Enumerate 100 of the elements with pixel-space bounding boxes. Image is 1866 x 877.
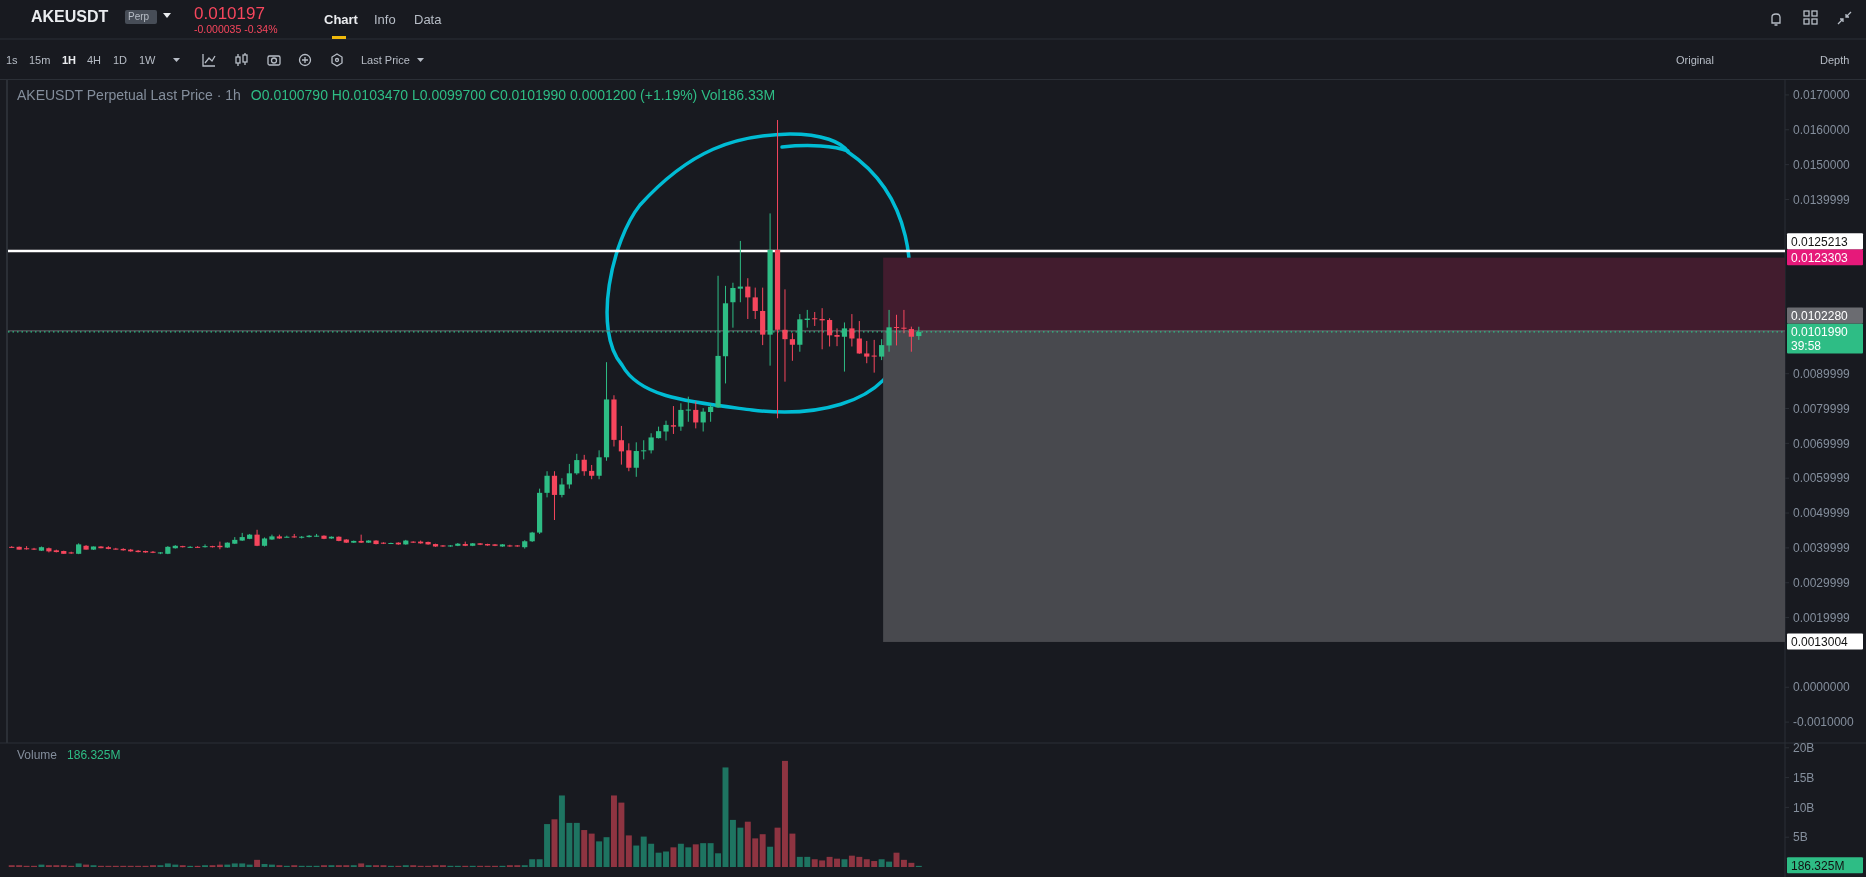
candlestick — [23, 545, 30, 551]
candlestick — [849, 313, 855, 347]
candlestick — [730, 282, 736, 329]
candlestick — [150, 550, 156, 554]
candlestick — [864, 340, 870, 364]
bar — [603, 837, 610, 867]
bar — [692, 844, 699, 867]
candlestick — [678, 402, 684, 432]
y-tick-label: 0.0160000 — [1793, 122, 1851, 137]
y-tick-label: 0.0170000 — [1793, 88, 1851, 103]
candlestick — [663, 420, 669, 442]
candlestick — [670, 405, 677, 435]
candlestick — [789, 332, 796, 362]
text: Data — [414, 12, 443, 27]
text: 186.325M — [67, 748, 121, 763]
candlestick — [596, 449, 602, 480]
text: 186.325M — [1791, 858, 1845, 873]
y-tick-label: 0.0019999 — [1793, 610, 1851, 625]
candlestick — [202, 543, 208, 549]
candlestick — [559, 477, 565, 498]
bar — [588, 833, 595, 867]
candlestick — [566, 463, 572, 490]
y-tick-label: 20B — [1793, 740, 1815, 755]
bar — [767, 846, 774, 867]
text: Info — [374, 12, 396, 27]
candlestick — [812, 311, 818, 327]
candlestick — [648, 432, 654, 454]
candlestick — [826, 317, 833, 347]
y-tick-label: 0.0000000 — [1793, 680, 1851, 695]
y-tick-label: 0.0150000 — [1793, 157, 1851, 172]
text: Chart — [324, 12, 359, 27]
bar — [358, 863, 365, 867]
candlestick — [856, 320, 862, 355]
bar — [254, 859, 261, 867]
y-tick-label: 0.0059999 — [1793, 471, 1851, 486]
candlestick — [544, 470, 550, 498]
candlestick — [782, 288, 788, 383]
candlestick — [737, 240, 743, 303]
candlestick — [551, 470, 558, 521]
bar — [633, 845, 640, 867]
ref-line-label: 0.0102280 — [1791, 308, 1849, 323]
text: 0.010197 — [194, 4, 265, 23]
bar — [581, 830, 588, 867]
y-tick-label: -0.0010000 — [1793, 715, 1855, 730]
candlestick — [879, 338, 885, 361]
candlestick — [760, 287, 766, 346]
candlestick — [834, 327, 840, 347]
band-label: 0.0013004 — [1791, 634, 1849, 649]
bar — [596, 841, 603, 867]
candlestick — [893, 314, 900, 346]
ref-line-label: 0.0101990 39:58 — [1791, 324, 1849, 353]
ref-line-label: 0.0125213 — [1791, 234, 1849, 249]
y-tick-label: 0.0049999 — [1793, 506, 1851, 521]
candlestick — [507, 544, 513, 548]
candlestick — [633, 441, 639, 478]
candlestick — [886, 309, 892, 353]
y-tick-label: 0.0029999 — [1793, 575, 1851, 590]
text: Perp — [128, 11, 150, 22]
text: Original — [1676, 54, 1714, 66]
y-tick-label: 0.0079999 — [1793, 401, 1851, 416]
text: 15m — [29, 54, 51, 66]
bar — [841, 859, 848, 867]
text: Last Price — [361, 54, 410, 66]
candlestick — [626, 442, 632, 472]
candlestick — [581, 454, 587, 477]
candlestick — [685, 396, 691, 423]
bar — [625, 835, 632, 867]
candlestick — [752, 287, 758, 320]
y-tick-label: 5B — [1793, 830, 1808, 845]
text: Depth — [1820, 54, 1850, 66]
band-label: 0.0123303 — [1791, 250, 1849, 265]
text: AKEUSDT — [31, 8, 109, 25]
candlestick — [641, 439, 647, 460]
chart-subtitle: O0.0100790 H0.0103470 L0.0099700 C0.0101990 0.0001200 (+1.19%) Vol186.33M — [250, 86, 776, 103]
y-tick-label: 0.0089999 — [1793, 366, 1851, 381]
y-tick-label: 0.0139999 — [1793, 192, 1851, 207]
candlestick — [693, 401, 699, 429]
text: -0.000035 -0.34% — [194, 23, 278, 35]
bar — [759, 834, 766, 867]
y-tick-label: 0.0069999 — [1793, 436, 1851, 451]
text: 1H — [62, 54, 77, 66]
candlestick — [618, 425, 624, 466]
candlestick — [574, 453, 580, 476]
y-tick-label: 15B — [1793, 770, 1815, 785]
bar — [75, 863, 82, 867]
candlestick — [908, 326, 914, 353]
text: 1s — [6, 54, 19, 66]
bar — [573, 822, 580, 867]
text: 1D — [113, 54, 128, 66]
y-tick-label: 10B — [1793, 800, 1815, 815]
chart-title: AKEUSDT Perpetual Last Price · 1h — [17, 86, 241, 103]
text: 1W — [139, 54, 157, 66]
text: Volume — [17, 748, 58, 763]
y-tick-label: 0.0039999 — [1793, 541, 1851, 556]
bar — [670, 847, 677, 867]
bar — [700, 843, 707, 867]
text: 4H — [87, 54, 102, 66]
candlestick — [440, 544, 446, 548]
candlestick — [871, 339, 877, 374]
candlestick — [31, 547, 37, 551]
